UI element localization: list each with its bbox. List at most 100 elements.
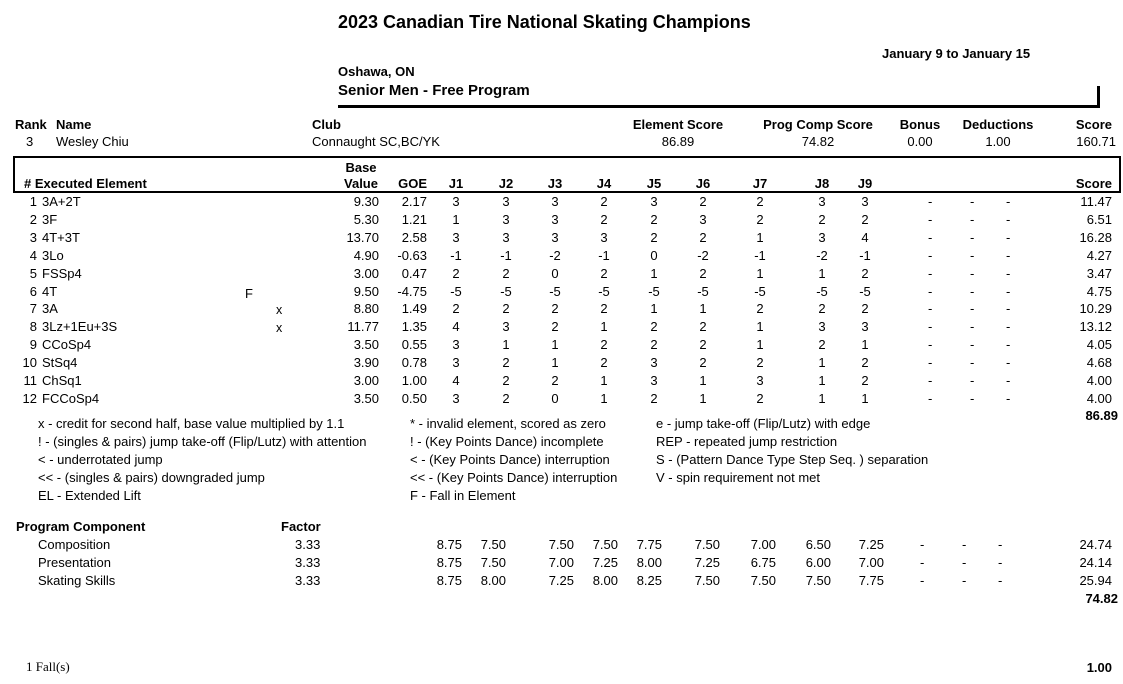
legend-item: ! - (singles & pairs) jump take-off (Fli… [38, 434, 367, 449]
element-score: 10.29 [1079, 301, 1112, 317]
element-judge-score: 2 [818, 337, 826, 353]
element-judge-score: 2 [756, 301, 764, 317]
element-score: 4.68 [1086, 355, 1112, 371]
element-judge-score: 3 [452, 355, 460, 371]
component-judge-score: 7.50 [694, 573, 720, 588]
element-judge-score: 3 [551, 194, 559, 209]
component-judge-score: 6.50 [805, 537, 831, 552]
col-judge: J9 [857, 176, 873, 191]
col-judge: J6 [695, 176, 711, 191]
component-judge-score: 8.75 [436, 573, 462, 588]
skater-rank: 3 [26, 134, 34, 149]
component-score: 24.14 [1079, 555, 1112, 570]
score-label: Score [1075, 117, 1112, 132]
component-score: 24.74 [1079, 537, 1112, 552]
name-label: Name [56, 117, 92, 132]
element-goe: -0.63 [397, 247, 427, 263]
element-judge-score: 3 [600, 229, 608, 245]
element-base-value: 9.50 [353, 283, 379, 299]
element-code: 3A [42, 301, 58, 317]
club-label: Club [312, 117, 341, 132]
col-judge: J3 [547, 176, 563, 191]
empty-judge-dash: - [962, 573, 967, 588]
element-judge-score: 3 [818, 194, 826, 209]
pcs-label: Prog Comp Score [763, 117, 873, 132]
footer-deduction: 1.00 [1086, 660, 1112, 675]
element-judge-score: 1 [650, 301, 658, 317]
element-judge-score: 2 [502, 355, 510, 371]
empty-judge-dash: - [920, 555, 925, 570]
element-code: 3A+2T [42, 194, 81, 209]
component-judge-score: 7.00 [750, 537, 776, 552]
element-judge-score: -1 [500, 247, 512, 263]
element-judge-score: -5 [450, 283, 462, 299]
element-judge-score: 3 [452, 390, 460, 406]
element-judge-score: -2 [697, 247, 709, 263]
component-judge-score: 7.50 [694, 537, 720, 552]
element-code: CCoSp4 [42, 337, 92, 353]
element-judge-score: 3 [699, 211, 707, 227]
element-goe: 1.49 [401, 301, 427, 317]
element-judge-score: 1 [699, 373, 707, 388]
element-code: 4T+3T [42, 229, 80, 245]
skater-deductions: 1.00 [985, 134, 1011, 149]
col-goe: GOE [398, 176, 427, 191]
element-judge-score: 1 [551, 355, 559, 371]
element-score: 13.12 [1079, 319, 1112, 335]
empty-judge-dash: - [928, 194, 933, 209]
table-left-rule [13, 156, 15, 192]
element-number: 11 [23, 373, 38, 388]
header-rule-tick [1097, 86, 1100, 108]
col-score: Score [1075, 176, 1112, 191]
element-judge-score: 2 [600, 355, 608, 371]
col-base-top: Base [345, 160, 377, 175]
legend-item: V - spin requirement not met [656, 470, 821, 485]
element-judge-score: 2 [861, 355, 869, 371]
element-base-value: 13.70 [346, 229, 379, 245]
empty-judge-dash: - [970, 373, 975, 388]
element-number: 6 [29, 283, 37, 299]
element-judge-score: 1 [502, 337, 510, 353]
component-factor: 3.33 [295, 555, 321, 570]
element-goe: 1.21 [401, 211, 427, 227]
element-judge-score: 1 [650, 265, 658, 281]
pc-total: 74.82 [1085, 591, 1118, 606]
element-code: ChSq1 [42, 373, 82, 388]
event-dates: January 9 to January 15 [882, 46, 1031, 61]
element-judge-score: 2 [756, 194, 764, 209]
legend-item: S - (Pattern Dance Type Step Seq. ) sepa… [656, 452, 929, 467]
skater-total-score: 160.71 [1076, 134, 1116, 149]
table-top-rule [13, 156, 1121, 158]
element-goe: 0.55 [401, 337, 427, 353]
empty-judge-dash: - [998, 573, 1003, 588]
second-half-marker: x [276, 321, 283, 336]
table-header-bottom-rule [13, 191, 1121, 193]
legend-item: << - (singles & pairs) downgraded jump [38, 470, 265, 485]
empty-judge-dash: - [1006, 337, 1011, 353]
col-judge: J7 [752, 176, 768, 191]
empty-judge-dash: - [928, 229, 933, 245]
element-judge-score: 3 [502, 194, 510, 209]
element-base-value: 3.00 [353, 373, 379, 388]
element-goe: 1.00 [401, 373, 427, 388]
empty-judge-dash: - [1006, 211, 1011, 227]
element-judge-score: 1 [600, 319, 608, 335]
category: Senior Men [338, 82, 419, 99]
component-name: Skating Skills [38, 573, 116, 588]
element-code: 3Lz+1Eu+3S [42, 319, 118, 335]
element-number: 2 [29, 211, 37, 227]
event-location: Oshawa, ON [338, 64, 415, 79]
component-judge-score: 7.75 [636, 537, 662, 552]
bonus-label: Bonus [899, 117, 941, 132]
empty-judge-dash: - [970, 211, 975, 227]
element-judge-score: 2 [818, 301, 826, 317]
pc-factor-label: Factor [281, 519, 321, 534]
element-judge-score: 2 [699, 337, 707, 353]
element-number: 10 [22, 355, 37, 371]
segment: - Free Program [418, 82, 530, 99]
element-judge-score: 2 [502, 390, 510, 406]
element-score: 4.75 [1086, 283, 1112, 299]
element-number: 7 [29, 301, 37, 317]
component-judge-score: 7.25 [548, 573, 574, 588]
element-judge-score: 2 [699, 265, 707, 281]
